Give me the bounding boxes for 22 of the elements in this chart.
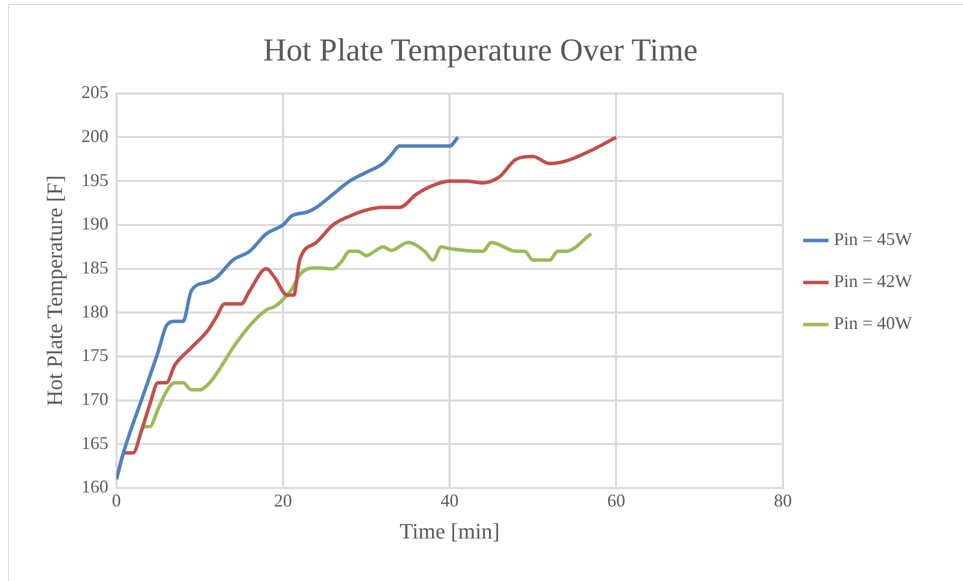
- y-axis-title: Hot Plate Temperature [F]: [42, 175, 67, 406]
- x-tick-label: 40: [440, 490, 459, 511]
- x-tick-label: 60: [607, 490, 626, 511]
- x-axis-title: Time [min]: [400, 518, 500, 544]
- legend-label: Pin = 40W: [834, 313, 912, 334]
- chart-title: Hot Plate Temperature Over Time: [263, 32, 698, 68]
- y-tick-label: 165: [81, 432, 108, 453]
- y-tick-label: 190: [81, 214, 108, 234]
- y-tick-label: 175: [81, 345, 108, 366]
- y-tick-label: 180: [81, 301, 108, 322]
- legend-label: Pin = 42W: [834, 271, 912, 292]
- y-tick-label: 160: [81, 476, 108, 497]
- y-tick-label: 205: [81, 82, 108, 102]
- line-series: [116, 135, 460, 481]
- y-tick-label: 170: [81, 389, 108, 410]
- y-tick-label: 185: [81, 258, 108, 278]
- legend-label: Pin = 45W: [834, 229, 912, 250]
- x-tick-label: 20: [274, 490, 292, 511]
- y-tick-label: 200: [81, 126, 108, 146]
- x-tick-label: 80: [774, 490, 792, 511]
- y-tick-label: 195: [81, 170, 108, 190]
- x-tick-label: 0: [112, 490, 121, 511]
